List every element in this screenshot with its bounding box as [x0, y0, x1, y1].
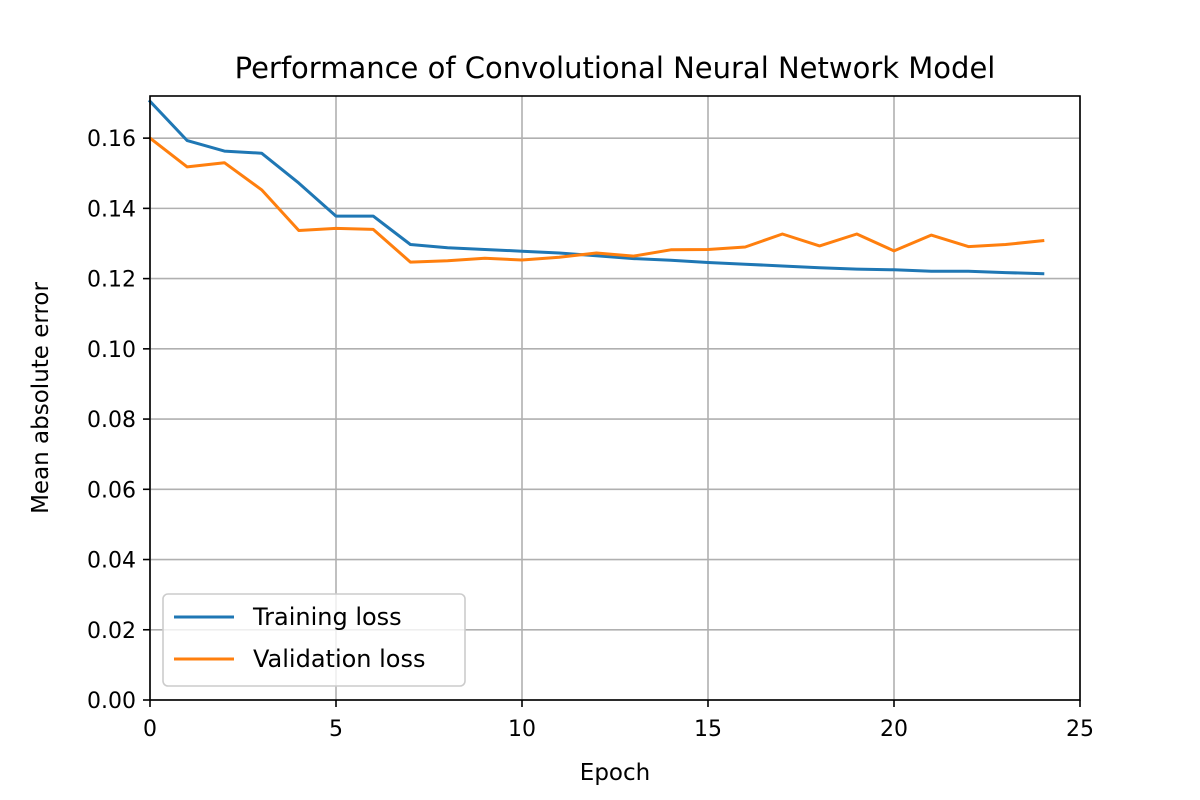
series-layer — [147, 99, 1045, 276]
x-axis-label: Epoch — [580, 760, 650, 786]
y-tick-label: 0.14 — [87, 197, 136, 222]
x-tick-label: 5 — [329, 717, 343, 742]
x-tick-label: 15 — [694, 717, 722, 742]
validation-loss-legend-label: Validation loss — [253, 645, 426, 673]
x-tick-label: 20 — [880, 717, 908, 742]
legend: Training loss Validation loss — [162, 593, 466, 687]
training-loss-line — [147, 99, 1045, 276]
legend-box — [162, 593, 466, 687]
chart-title: Performance of Convolutional Neural Netw… — [235, 51, 996, 85]
x-tick-label: 0 — [143, 717, 157, 742]
training-loss-legend-label: Training loss — [252, 603, 402, 631]
x-tick-label: 25 — [1066, 717, 1094, 742]
x-tick-label: 10 — [508, 717, 536, 742]
y-axis-label: Mean absolute error — [28, 282, 54, 514]
y-tick-label: 0.04 — [87, 549, 136, 574]
plot-frame — [149, 95, 1081, 701]
y-tick-label: 0.10 — [87, 338, 136, 363]
y-tick-label: 0.06 — [87, 478, 136, 503]
tick-layer: 0 5 10 15 20 25 0.00 0.02 0.04 0.06 0.08 0.10 0.12 0.… — [87, 127, 1094, 742]
y-tick-label: 0.02 — [87, 619, 136, 644]
y-tick-label: 0.08 — [87, 408, 136, 433]
validation-loss-line — [147, 135, 1045, 264]
y-tick-label: 0.12 — [87, 268, 136, 293]
y-tick-label: 0.16 — [87, 127, 136, 152]
y-tick-label: 0.00 — [87, 689, 136, 714]
